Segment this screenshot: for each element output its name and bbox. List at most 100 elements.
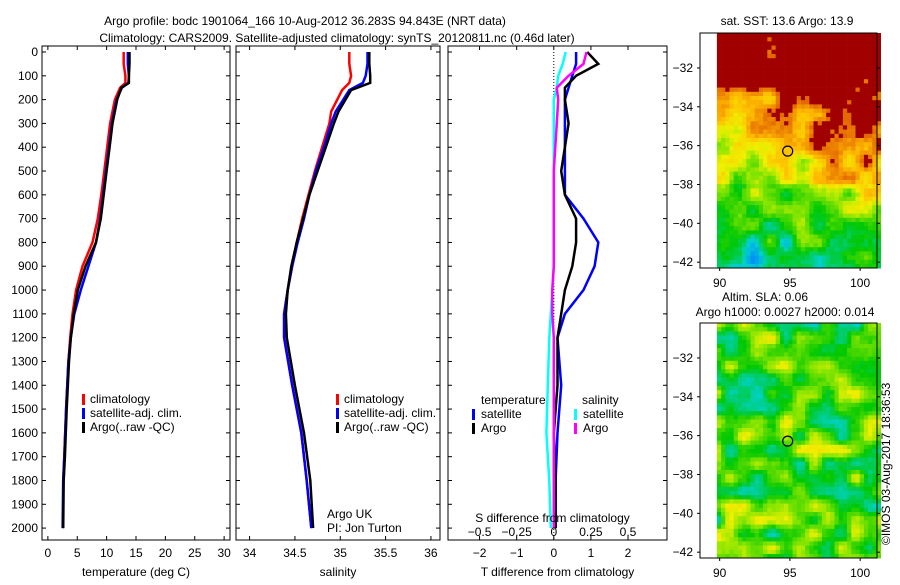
map-cell xyxy=(716,142,722,147)
map-cell xyxy=(725,533,730,538)
map-cell xyxy=(746,175,751,181)
map-cell xyxy=(737,461,743,467)
map-cell xyxy=(863,41,869,46)
map-cell xyxy=(771,461,776,467)
map-cell xyxy=(847,112,852,118)
map-cell xyxy=(876,247,881,252)
map-cell xyxy=(779,365,785,370)
map-cell xyxy=(784,499,789,504)
map-cell xyxy=(737,163,743,168)
map-cell xyxy=(876,381,881,387)
map-cell xyxy=(838,377,844,383)
map-cell xyxy=(847,348,852,353)
map-cell xyxy=(821,394,827,399)
map-cell xyxy=(826,96,831,101)
map-cell xyxy=(742,180,747,185)
map-cell xyxy=(737,432,743,437)
map-cell xyxy=(725,495,730,500)
map-cell xyxy=(725,259,730,265)
map-cell xyxy=(725,528,730,534)
map-cell xyxy=(855,171,860,177)
map-cell xyxy=(725,100,730,105)
map-cell xyxy=(775,108,781,114)
map-cell xyxy=(805,234,810,240)
map-cell xyxy=(821,486,827,492)
map-cell xyxy=(716,470,722,475)
lat-tick-label: −34 xyxy=(673,100,694,114)
map-cell xyxy=(775,339,781,345)
map-cell xyxy=(729,453,734,458)
map-cell xyxy=(813,520,818,525)
map-cell xyxy=(821,390,827,395)
map-cell xyxy=(775,259,781,265)
map-cell xyxy=(796,62,802,67)
legend-label: Argo(..raw -QC) xyxy=(344,420,429,434)
map-cell xyxy=(767,33,772,38)
map-cell xyxy=(767,230,772,235)
map-cell xyxy=(813,33,818,38)
map-cell xyxy=(733,419,739,425)
map-cell xyxy=(763,537,768,542)
x-tick-label: 30 xyxy=(217,546,231,560)
map-cell xyxy=(851,247,856,252)
map-cell xyxy=(872,432,877,437)
map-cell xyxy=(725,188,730,193)
map-cell xyxy=(742,512,747,517)
map-cell xyxy=(779,339,785,345)
map-cell xyxy=(834,188,839,193)
map-cell xyxy=(750,121,755,126)
x-tick-label: 25 xyxy=(188,546,202,560)
map-cell xyxy=(737,209,743,214)
map-cell xyxy=(800,352,806,357)
map-cell xyxy=(821,398,827,404)
map-cell xyxy=(809,478,814,483)
map-cell xyxy=(775,398,781,404)
map-cell xyxy=(813,352,818,357)
map-cell xyxy=(830,138,835,143)
map-cell xyxy=(746,138,751,143)
map-cell xyxy=(758,226,764,231)
map-cell xyxy=(813,264,818,269)
map-cell xyxy=(842,171,848,177)
map-cell xyxy=(842,188,848,193)
map-cell xyxy=(784,75,789,80)
map-cell xyxy=(775,365,781,370)
map-cell xyxy=(809,171,814,177)
map-cell xyxy=(750,457,755,462)
map-cell xyxy=(771,259,776,265)
map-cell xyxy=(868,96,873,101)
map-cell xyxy=(830,428,835,433)
map-cell xyxy=(784,217,789,223)
map-cell xyxy=(779,104,785,109)
map-cell xyxy=(779,96,785,101)
map-cell xyxy=(847,159,852,164)
map-cell xyxy=(842,411,848,416)
map-cell xyxy=(763,541,768,546)
map-cell xyxy=(813,381,818,387)
map-cell xyxy=(746,390,751,395)
map-cell xyxy=(838,331,844,336)
map-cell xyxy=(872,541,877,546)
map-cell xyxy=(729,251,734,256)
map-cell xyxy=(838,117,844,122)
map-cell xyxy=(813,79,818,84)
map-cell xyxy=(733,37,739,42)
map-cell xyxy=(830,344,835,349)
map-cell xyxy=(813,432,818,437)
map-cell xyxy=(805,180,810,185)
map-cell xyxy=(784,184,789,189)
map-cell xyxy=(800,255,806,261)
map-cell xyxy=(847,58,852,63)
map-cell xyxy=(721,520,726,525)
map-cell xyxy=(851,138,856,143)
map-cell xyxy=(721,407,726,412)
map-cell xyxy=(754,499,760,504)
map-cell xyxy=(813,91,818,97)
map-cell xyxy=(729,117,734,122)
map-cell xyxy=(733,138,739,143)
map-cell xyxy=(805,495,810,500)
map-cell xyxy=(847,373,852,378)
map-cell xyxy=(796,415,802,420)
map-cell xyxy=(817,482,823,488)
map-cell xyxy=(796,482,802,488)
